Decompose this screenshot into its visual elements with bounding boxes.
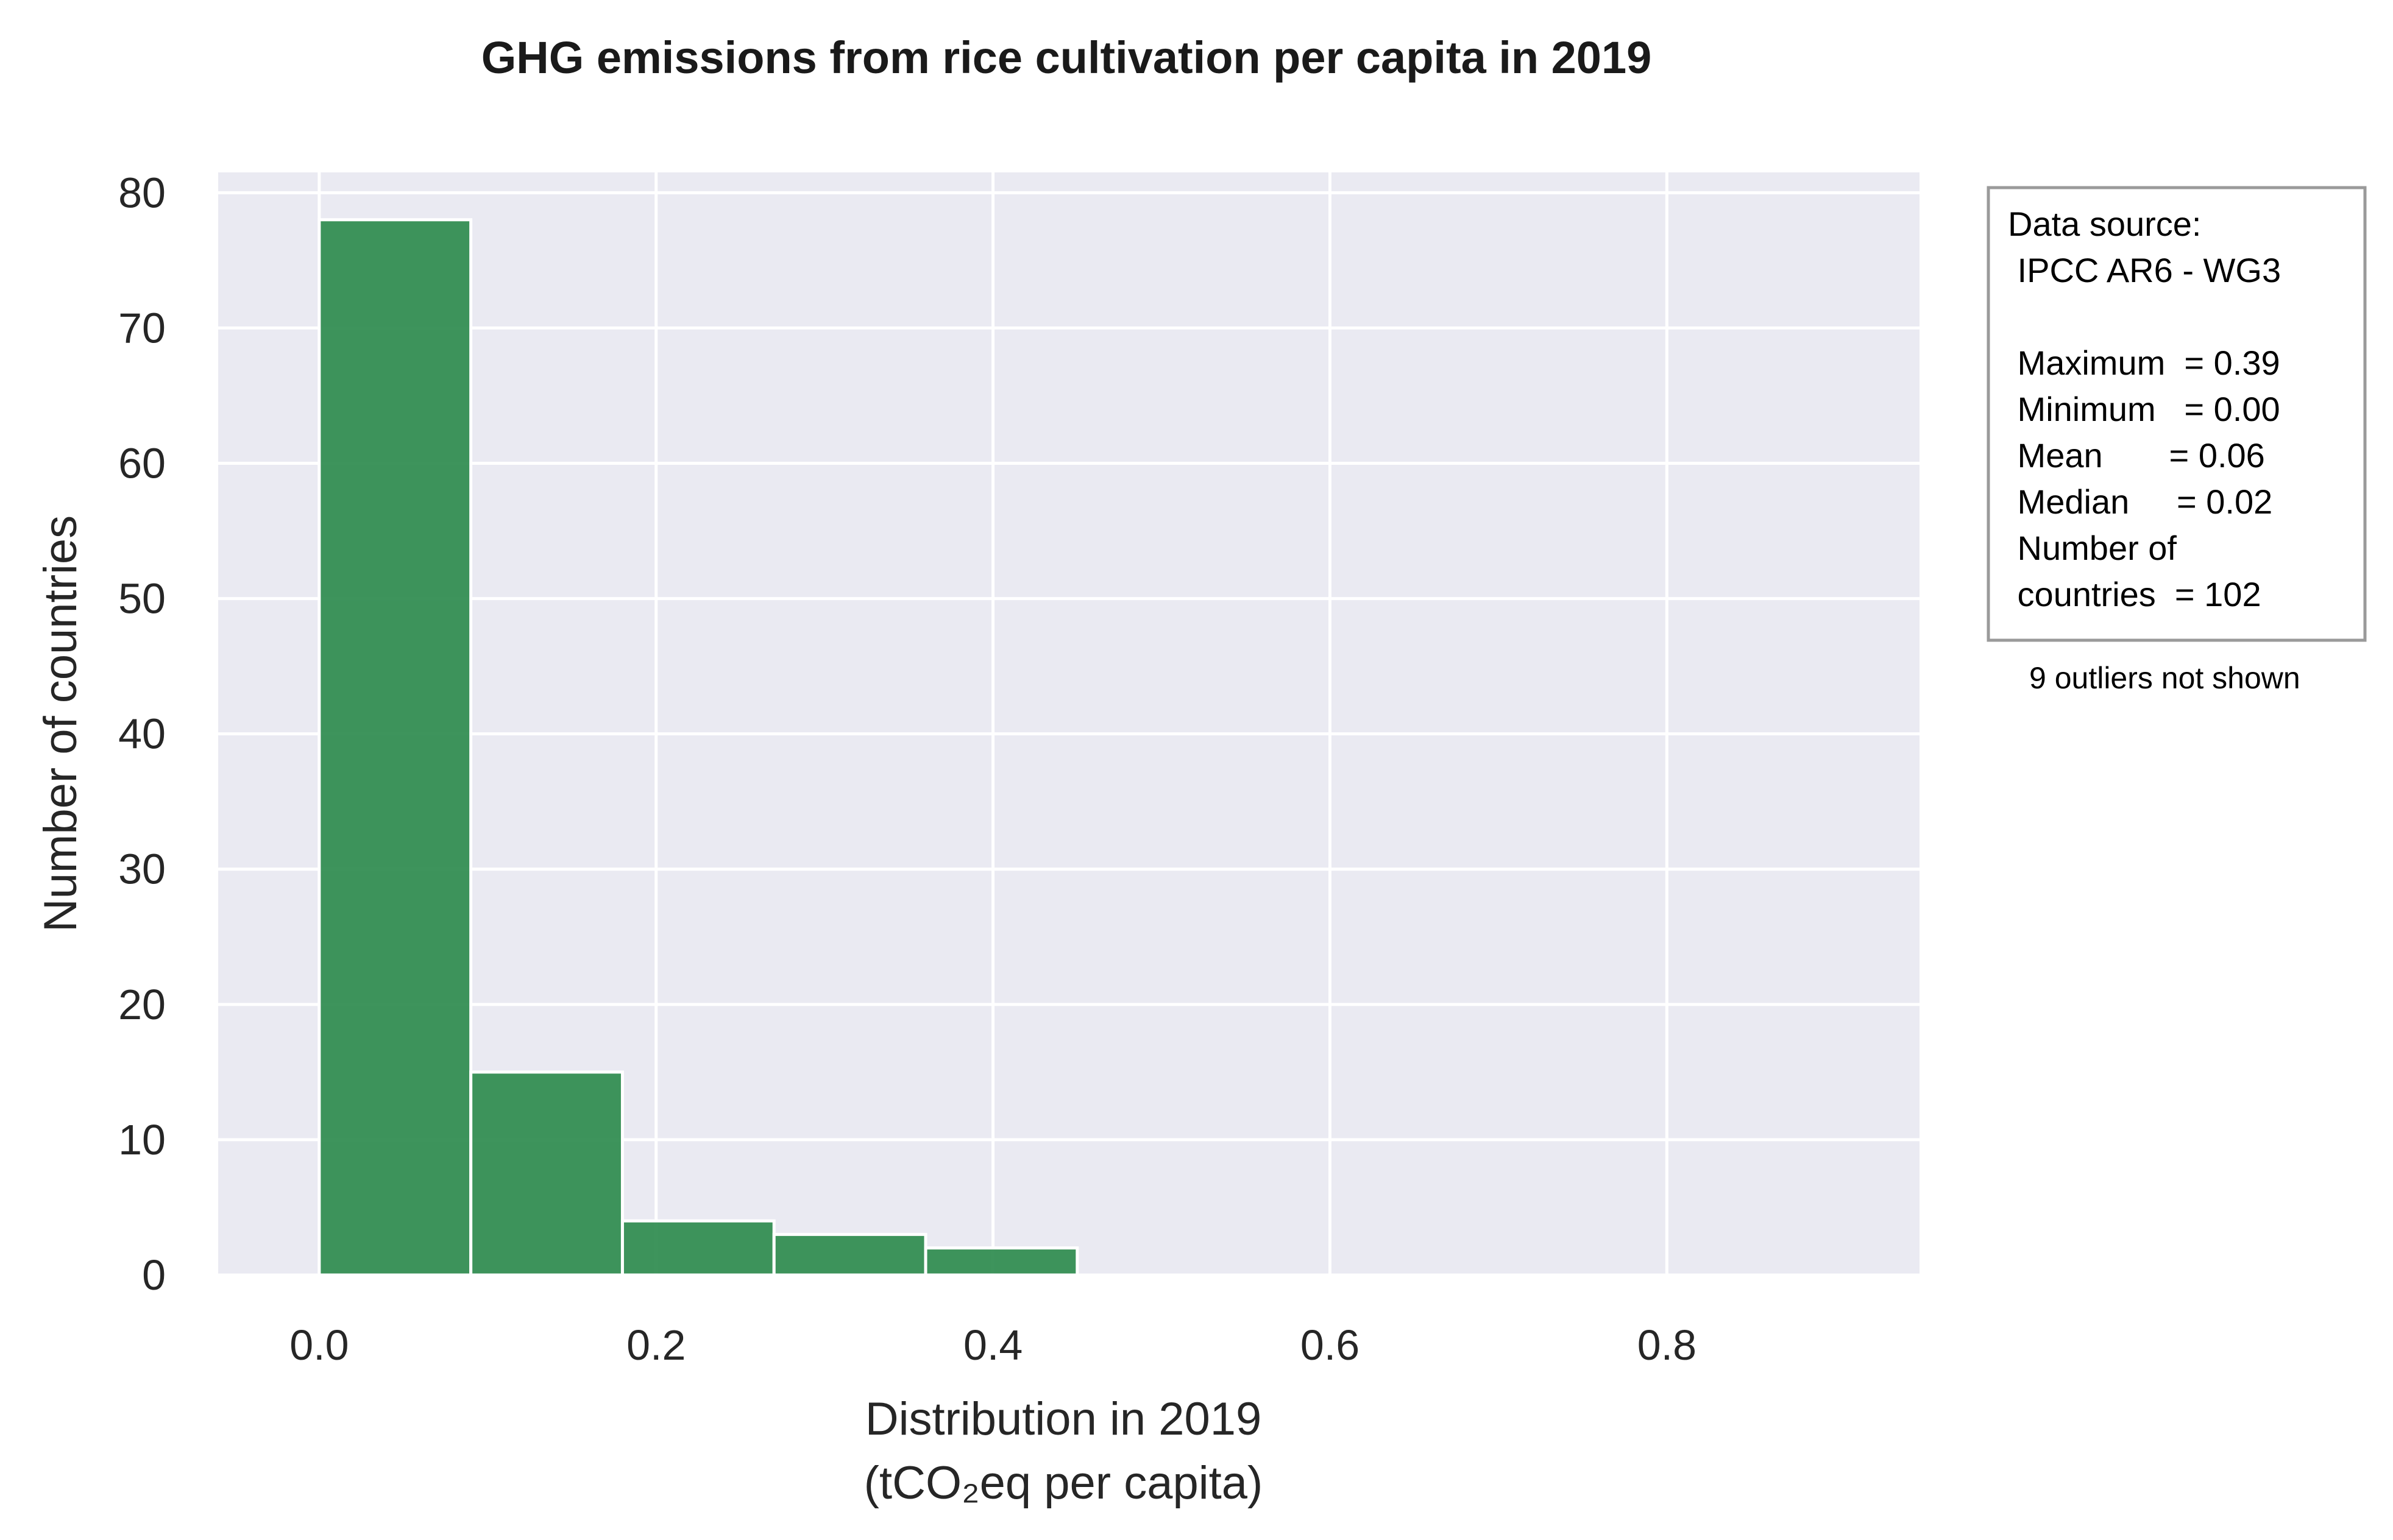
y-gridlines (218, 191, 1920, 1277)
x-tick-label: 0.0 (289, 1321, 349, 1369)
y-tick-label: 30 (118, 846, 166, 893)
bars (317, 218, 1079, 1277)
info-box-line: Mean = 0.06 (2008, 436, 2265, 475)
info-box-line: Median = 0.02 (2008, 482, 2272, 521)
x-tick-label: 0.6 (1300, 1321, 1360, 1369)
histogram-bar (620, 1219, 776, 1277)
y-tick-label: 0 (142, 1251, 166, 1299)
y-tick-label: 80 (118, 169, 166, 216)
histogram-bar (772, 1232, 927, 1277)
info-box-line: Number of (2008, 529, 2177, 567)
info-box-line: IPCC AR6 - WG3 (2008, 251, 2281, 289)
x-tick-labels: 0.0 0.2 0.4 0.6 0.8 (289, 1321, 1696, 1369)
x-axis-unit: (tCO₂eq per capita) (864, 1457, 1263, 1509)
chart-title: GHG emissions from rice cultivation per … (481, 32, 1652, 83)
y-tick-label: 50 (118, 575, 166, 623)
y-tick-label: 10 (118, 1116, 166, 1164)
y-tick-label: 60 (118, 439, 166, 487)
y-tick-label: 40 (118, 710, 166, 758)
x-tick-label: 0.8 (1637, 1321, 1696, 1369)
histogram-bar (317, 218, 473, 1277)
y-tick-labels: 0 10 20 30 40 50 60 70 80 (118, 169, 166, 1299)
info-box-line: Minimum = 0.00 (2008, 390, 2280, 428)
info-box-lines: Data source: IPCC AR6 - WG3 Maximum = 0.… (2008, 205, 2281, 613)
info-box (1987, 186, 2367, 642)
info-box-line: Maximum = 0.39 (2008, 344, 2280, 382)
y-tick-label: 70 (118, 304, 166, 351)
x-axis-label: Distribution in 2019 (865, 1393, 1262, 1445)
outliers-note: 9 outliers not shown (2029, 661, 2300, 695)
x-tick-label: 0.2 (626, 1321, 686, 1369)
info-box-line: Data source: (2008, 205, 2202, 243)
info-box-line: countries = 102 (2008, 575, 2261, 613)
x-tick-label: 0.4 (963, 1321, 1023, 1369)
histogram-bar (924, 1246, 1079, 1277)
y-axis-label: Number of countries (35, 515, 87, 932)
histogram-bar (469, 1070, 624, 1277)
y-tick-label: 20 (118, 981, 166, 1028)
